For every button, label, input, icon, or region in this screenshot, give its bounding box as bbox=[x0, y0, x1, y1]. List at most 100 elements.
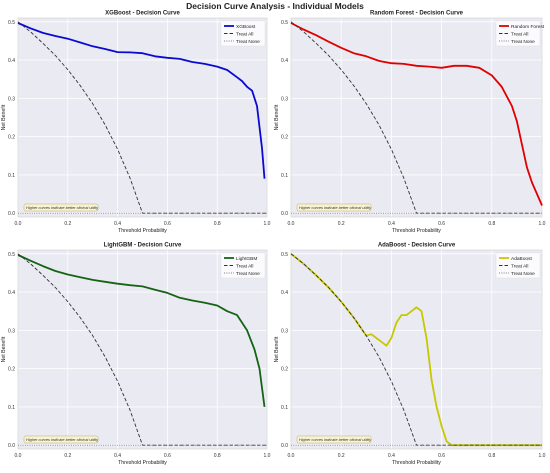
y-tick-label: 0.0 bbox=[8, 211, 15, 217]
subplot-2: 0.0 0.2 0.4 0.6 0.8 1.0 0.0 0.1 0.2 0.3 0.4 0.5 High… bbox=[274, 11, 546, 235]
annotation-box bbox=[23, 203, 99, 212]
y-tick-label: 0.3 bbox=[8, 96, 15, 102]
y-tick-label: 0.2 bbox=[8, 135, 15, 141]
legend-label: Treat None bbox=[511, 39, 535, 45]
y-axis-label: Net Benefit bbox=[274, 104, 280, 130]
y-tick-label: 0.3 bbox=[281, 328, 288, 334]
y-tick-label: 0.3 bbox=[8, 328, 15, 334]
subplot-title: XGBoost - Decision Curve bbox=[105, 11, 180, 17]
plot-background bbox=[18, 250, 267, 449]
x-tick-label: 0.0 bbox=[15, 453, 22, 459]
x-tick-label: 0.2 bbox=[64, 453, 71, 459]
x-axis-label: Threshold Probability bbox=[392, 460, 441, 466]
y-tick-label: 0.2 bbox=[8, 367, 15, 373]
x-tick-label: 0.8 bbox=[488, 221, 495, 227]
subplot-1: 0.0 0.2 0.4 0.6 0.8 1.0 0.0 0.1 0.2 0.3 0.4 0.5 High… bbox=[1, 11, 271, 235]
legend-label: Random Forest bbox=[511, 24, 545, 30]
model-curve bbox=[17, 22, 266, 179]
x-tick-label: 0.4 bbox=[388, 453, 395, 459]
y-tick-label: 0.1 bbox=[281, 173, 288, 179]
y-tick-label: 0.5 bbox=[8, 252, 15, 258]
y-tick-label: 0.1 bbox=[8, 405, 15, 411]
annotation-box bbox=[296, 435, 372, 444]
x-tick-label: 0.0 bbox=[288, 453, 295, 459]
x-tick-label: 0.6 bbox=[164, 221, 171, 227]
subplot-title: Random Forest - Decision Curve bbox=[370, 11, 464, 17]
x-tick-label: 0.0 bbox=[288, 221, 295, 227]
y-tick-label: 0.5 bbox=[8, 20, 15, 26]
legend-box bbox=[220, 252, 266, 279]
annotation-text: Higher curves indicate better clinical u… bbox=[26, 205, 99, 210]
y-tick-label: 0.0 bbox=[281, 443, 288, 449]
annotation-text: Higher curves indicate better clinical u… bbox=[26, 437, 99, 442]
x-tick-label: 0.8 bbox=[488, 453, 495, 459]
y-tick-label: 0.4 bbox=[8, 290, 15, 296]
legend-label: Treat All bbox=[511, 31, 528, 37]
figure-title: Decision Curve Analysis - Individual Mod… bbox=[186, 1, 364, 11]
y-tick-label: 0.2 bbox=[281, 135, 288, 141]
x-tick-label: 1.0 bbox=[539, 453, 546, 459]
legend-label: Treat None bbox=[511, 271, 535, 277]
y-tick-label: 0.5 bbox=[281, 252, 288, 258]
y-tick-label: 0.3 bbox=[281, 96, 288, 102]
model-curve bbox=[290, 22, 543, 206]
x-tick-label: 0.8 bbox=[214, 453, 221, 459]
x-tick-label: 0.6 bbox=[438, 221, 445, 227]
x-tick-label: 1.0 bbox=[264, 221, 271, 227]
plot-background bbox=[18, 18, 267, 217]
plot-frame bbox=[290, 17, 543, 218]
y-tick-label: 0.2 bbox=[281, 367, 288, 373]
y-tick-label: 0.4 bbox=[281, 290, 288, 296]
legend-label: Treat None bbox=[236, 39, 260, 45]
x-tick-label: 0.8 bbox=[214, 221, 221, 227]
plot-frame bbox=[290, 249, 543, 450]
y-tick-label: 0.4 bbox=[8, 58, 15, 64]
y-axis-label: Net Benefit bbox=[274, 336, 280, 362]
treat-all-line bbox=[290, 21, 542, 214]
y-axis-label: Net Benefit bbox=[1, 336, 7, 362]
plot-background bbox=[291, 250, 542, 449]
plot-frame bbox=[17, 17, 268, 218]
legend-label: AdaBoost bbox=[511, 256, 532, 262]
x-tick-label: 1.0 bbox=[539, 221, 546, 227]
treat-all-line bbox=[290, 253, 542, 446]
legend-label: Treat All bbox=[511, 263, 528, 269]
legend-label: Treat All bbox=[236, 263, 253, 269]
y-tick-label: 0.4 bbox=[281, 58, 288, 64]
subplot-3: 0.0 0.2 0.4 0.6 0.8 1.0 0.0 0.1 0.2 0.3 0.4 0.5 High… bbox=[1, 243, 271, 467]
legend-label: XGBoost bbox=[236, 24, 256, 30]
model-curve bbox=[17, 254, 266, 408]
legend-label: Treat None bbox=[236, 271, 260, 277]
annotation-text: Higher curves indicate better clinical u… bbox=[299, 205, 372, 210]
annotation-box bbox=[296, 203, 372, 212]
legend-label: LightGBM bbox=[236, 256, 257, 262]
x-tick-label: 0.4 bbox=[114, 453, 121, 459]
x-tick-label: 0.4 bbox=[388, 221, 395, 227]
y-tick-label: 0.1 bbox=[8, 173, 15, 179]
x-axis-label: Threshold Probability bbox=[118, 228, 167, 234]
y-tick-label: 0.0 bbox=[281, 211, 288, 217]
x-tick-label: 0.2 bbox=[338, 453, 345, 459]
subplot-title: AdaBoost - Decision Curve bbox=[378, 243, 456, 249]
x-tick-label: 0.0 bbox=[15, 221, 22, 227]
legend-label: Treat All bbox=[236, 31, 253, 37]
subplot-title: LightGBM - Decision Curve bbox=[104, 243, 182, 249]
annotation-text: Higher curves indicate better clinical u… bbox=[299, 437, 372, 442]
annotation-box bbox=[23, 435, 99, 444]
plot-background bbox=[291, 18, 542, 217]
x-tick-label: 0.6 bbox=[438, 453, 445, 459]
subplot-4: 0.0 0.2 0.4 0.6 0.8 1.0 0.0 0.1 0.2 0.3 0.4 0.5 High… bbox=[274, 243, 546, 467]
x-tick-label: 0.2 bbox=[64, 221, 71, 227]
x-tick-label: 0.6 bbox=[164, 453, 171, 459]
y-axis-label: Net Benefit bbox=[1, 104, 7, 130]
x-tick-label: 1.0 bbox=[264, 453, 271, 459]
x-axis-label: Threshold Probability bbox=[118, 460, 167, 466]
x-tick-label: 0.4 bbox=[114, 221, 121, 227]
y-tick-label: 0.5 bbox=[281, 20, 288, 26]
x-axis-label: Threshold Probability bbox=[392, 228, 441, 234]
x-tick-label: 0.2 bbox=[338, 221, 345, 227]
y-tick-label: 0.0 bbox=[8, 443, 15, 449]
y-tick-label: 0.1 bbox=[281, 405, 288, 411]
